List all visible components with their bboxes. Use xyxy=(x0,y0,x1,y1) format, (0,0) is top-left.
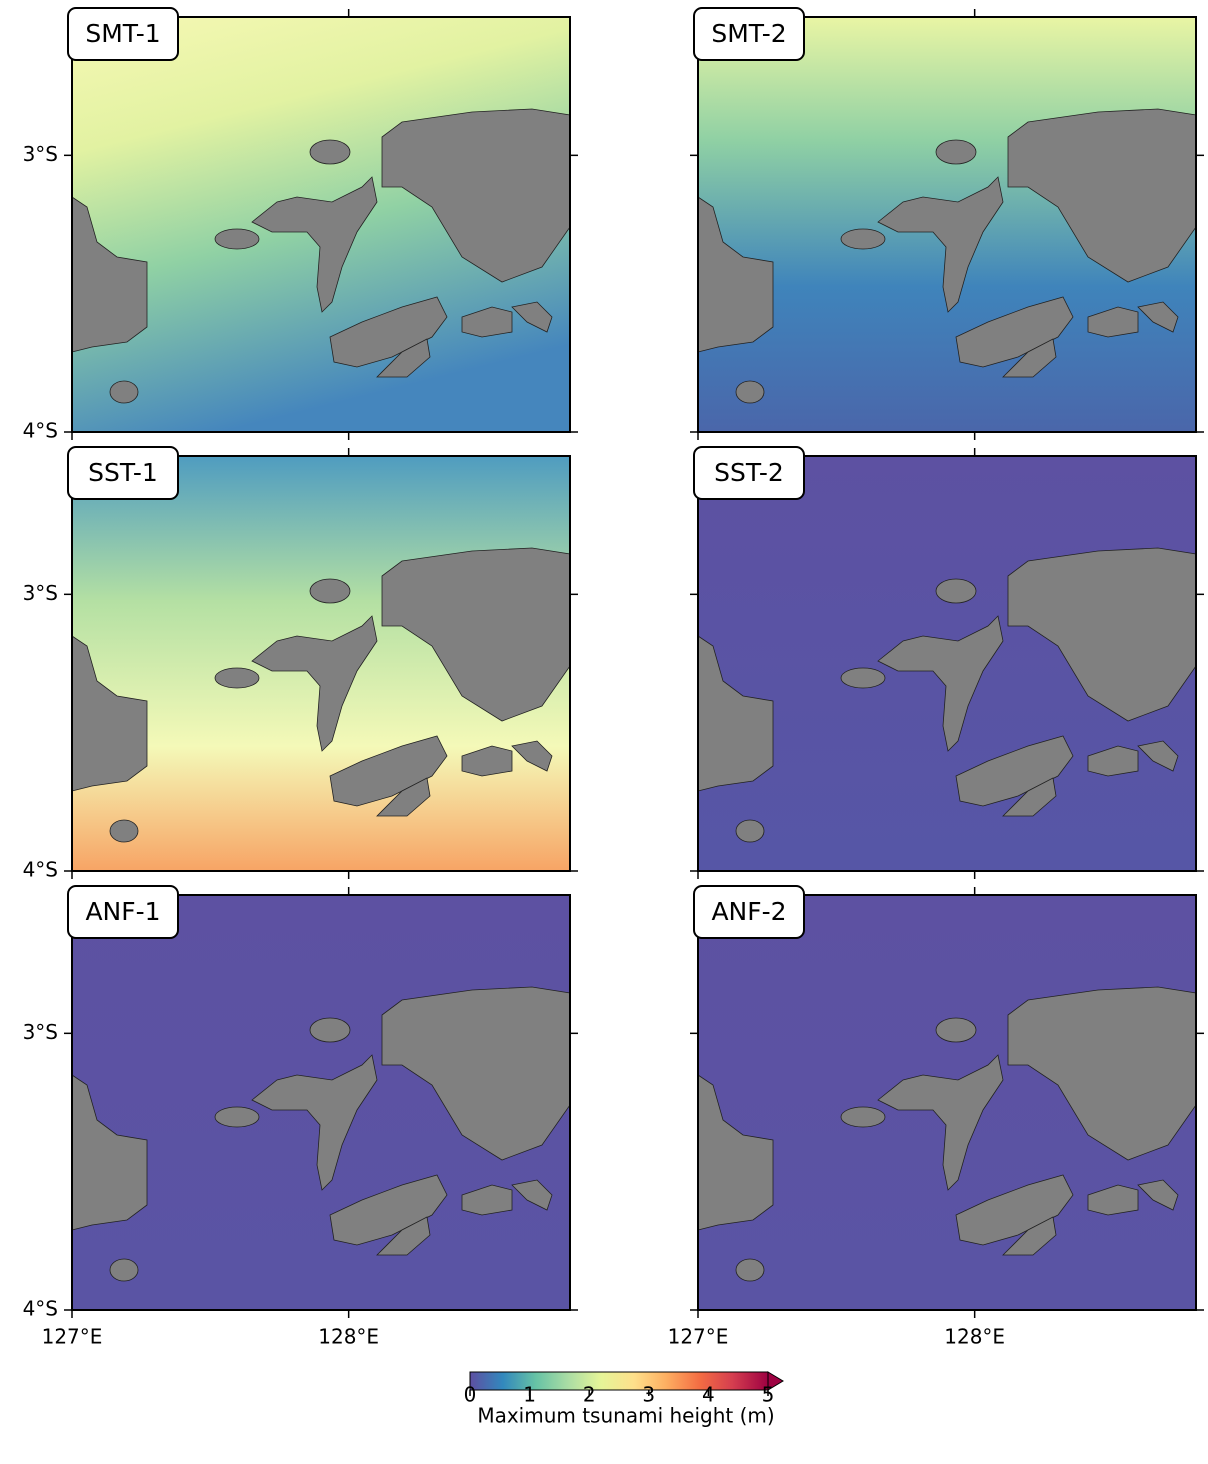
x-tick-label: 127°E xyxy=(42,1325,103,1349)
y-tick-label: 3°S xyxy=(23,1020,58,1044)
colorbar-tick-label: 0 xyxy=(464,1383,477,1407)
colorbar: Maximum tsunami height (m) 0 1 2 3 4 5 xyxy=(464,1372,783,1428)
map-panel: 127°E 128°E ANF-2 xyxy=(668,886,1204,1349)
x-tick-label: 128°E xyxy=(944,1325,1005,1349)
colorbar-label: Maximum tsunami height (m) xyxy=(477,1404,774,1428)
colorbar-tick-label: 1 xyxy=(523,1383,536,1407)
x-tick-label: 127°E xyxy=(668,1325,729,1349)
colorbar-ramp xyxy=(470,1372,768,1390)
map-panel: 3°S 4°S 127°E 128°E ANF-1 xyxy=(23,886,578,1349)
map-panel: SST-2 xyxy=(690,447,1204,879)
panel-label: ANF-1 xyxy=(85,897,160,926)
map-panel: 3°S 4°S SMT-1 xyxy=(23,8,578,443)
panel-label: SST-2 xyxy=(714,458,784,487)
panel-label: SMT-1 xyxy=(85,19,160,48)
colorbar-tick-label: 4 xyxy=(702,1383,715,1407)
y-tick-label: 3°S xyxy=(23,142,58,166)
colorbar-tick-label: 5 xyxy=(762,1383,775,1407)
x-tick-label: 128°E xyxy=(318,1325,379,1349)
y-tick-label: 4°S xyxy=(23,419,58,443)
colorbar-tick-label: 3 xyxy=(642,1383,655,1407)
map-panel: 3°S 4°S SST-1 xyxy=(23,447,578,882)
colorbar-tick-label: 2 xyxy=(583,1383,596,1407)
y-tick-label: 4°S xyxy=(23,1297,58,1321)
panels: 3°S 4°S SMT-1 SMT-2 3°S 4°S SST-1 SST-2 3°S 4°S 12… xyxy=(23,8,1204,1349)
y-tick-label: 4°S xyxy=(23,858,58,882)
map-panel: SMT-2 xyxy=(690,8,1204,440)
figure: 3°S4°SSMT-1SMT-23°S4°SSST-1SST-23°S4°S12… xyxy=(0,0,1208,1460)
y-tick-label: 3°S xyxy=(23,581,58,605)
panel-label: SST-1 xyxy=(88,458,158,487)
panel-label: ANF-2 xyxy=(711,897,786,926)
panel-label: SMT-2 xyxy=(711,19,786,48)
